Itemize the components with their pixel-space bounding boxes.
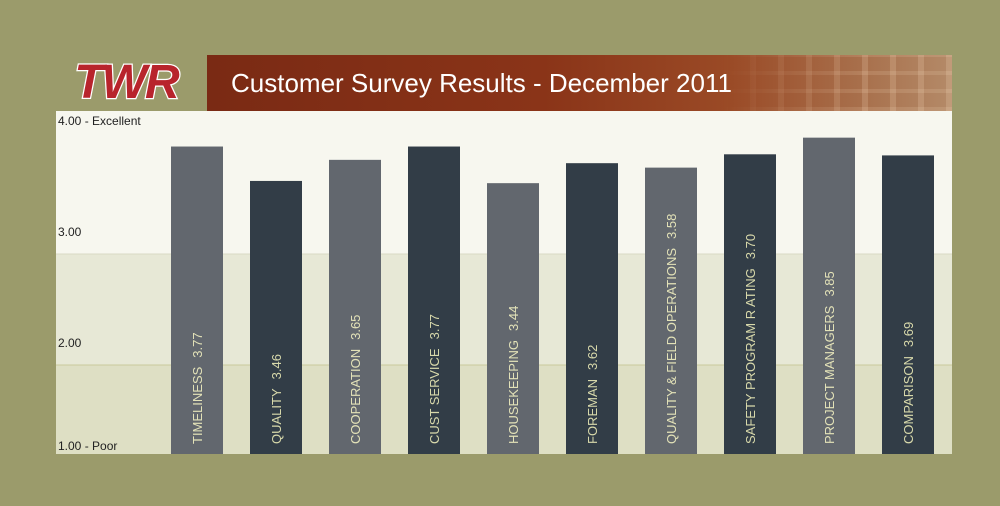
banner-beams-decoration <box>722 55 952 111</box>
bar-value-label: 3.62 <box>585 345 600 370</box>
bar <box>250 180 302 454</box>
bar <box>329 159 381 454</box>
bar-value-label: 3.85 <box>822 271 837 296</box>
bar <box>408 146 460 454</box>
bar-label: COMPARISON 3.69 <box>901 322 916 444</box>
bar-label: HOUSEKEEPING 3.44 <box>506 306 521 444</box>
bar <box>171 146 223 454</box>
bar-label: FOREMAN 3.62 <box>585 345 600 444</box>
bar-category-label: QUALITY <box>269 388 284 444</box>
bar-value-label: 3.44 <box>506 306 521 331</box>
bar-chart: 4.00 - Excellent 3.00 2.00 1.00 - Poor TIMEL… <box>56 111 952 454</box>
bar-label: TIMELINESS 3.77 <box>190 332 205 444</box>
bar-label: PROJECT MANAGERS 3.85 <box>822 271 837 444</box>
logo-text: TWR <box>74 56 180 105</box>
bar-category-label: HOUSEKEEPING <box>506 340 521 444</box>
twr-logo-graphic: TWR <box>73 55 183 105</box>
bar-label: QUALITY 3.46 <box>269 354 284 444</box>
bar-category-label: SAFETY PROGRAM R ATING <box>743 268 758 444</box>
bar-label: CUST SERVICE 3.77 <box>427 314 442 444</box>
bar-label: SAFETY PROGRAM R ATING 3.70 <box>743 234 758 444</box>
chart-title: Customer Survey Results - December 2011 <box>231 68 732 98</box>
bar <box>487 183 539 454</box>
bar <box>882 155 934 454</box>
twr-logo: TWR <box>56 55 196 105</box>
title-banner: Customer Survey Results - December 2011 <box>207 55 952 111</box>
bar-category-label: TIMELINESS <box>190 366 205 444</box>
bar <box>724 154 776 454</box>
y-tick-label: 2.00 <box>58 336 82 350</box>
plot-area: 4.00 - Excellent 3.00 2.00 1.00 - Poor TIMEL… <box>56 111 952 454</box>
bar-category-label: QUALITY & FIELD OPERATIONS <box>664 248 679 444</box>
bar-category-label: COMPARISON <box>901 356 916 444</box>
y-tick-label: 3.00 <box>58 225 82 239</box>
bar-value-label: 3.58 <box>664 214 679 239</box>
bar-category-label: CUST SERVICE <box>427 348 442 444</box>
bar <box>645 167 697 454</box>
y-tick-label: 4.00 - Excellent <box>58 114 141 128</box>
bar <box>803 137 855 454</box>
bar-value-label: 3.77 <box>190 332 205 357</box>
bar-label: QUALITY & FIELD OPERATIONS 3.58 <box>664 214 679 444</box>
bar-value-label: 3.69 <box>901 322 916 347</box>
bar-category-label: PROJECT MANAGERS <box>822 305 837 444</box>
bar-category-label: COOPERATION <box>348 349 363 444</box>
bar <box>566 163 618 454</box>
bar-value-label: 3.46 <box>269 354 284 379</box>
bar-label: COOPERATION 3.65 <box>348 315 363 444</box>
y-tick-label: 1.00 - Poor <box>58 439 117 453</box>
bar-value-label: 3.65 <box>348 315 363 340</box>
bar-value-label: 3.70 <box>743 234 758 259</box>
bar-value-label: 3.77 <box>427 314 442 339</box>
bar-category-label: FOREMAN <box>585 379 600 444</box>
